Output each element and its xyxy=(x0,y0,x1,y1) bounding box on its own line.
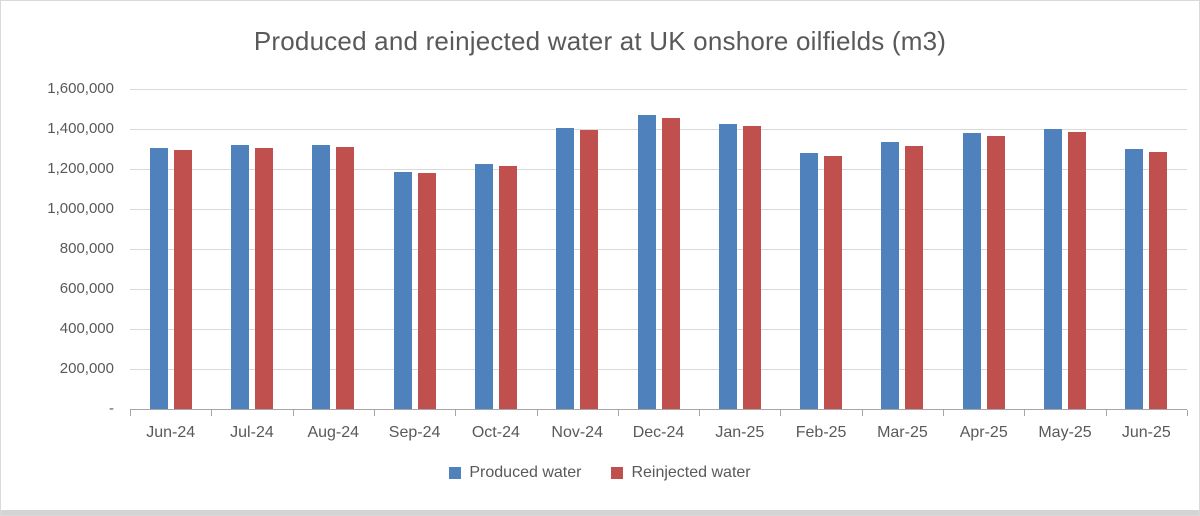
y-axis-tick-label: - xyxy=(109,400,114,417)
x-axis-category-label: Jul-24 xyxy=(230,424,274,441)
y-axis-tick-label: 1,400,000 xyxy=(47,120,114,137)
x-axis-tick xyxy=(1024,410,1026,416)
gridline xyxy=(130,249,1187,250)
y-axis-tick-label: 600,000 xyxy=(59,280,114,297)
x-axis-category-label: Nov-24 xyxy=(551,424,603,441)
bar-produced-water xyxy=(637,115,656,409)
legend-swatch xyxy=(611,467,624,479)
x-axis-tick xyxy=(211,410,213,416)
x-axis-labels: Jun-24 Jul-24 Aug-24 Sep-24 Oct-24 Nov-24 Dec-… xyxy=(130,423,1187,445)
x-axis-tick xyxy=(943,410,945,416)
legend-item: Produced water xyxy=(449,464,581,482)
x-axis-tick xyxy=(292,410,294,416)
legend-label: Produced water xyxy=(469,464,582,481)
y-axis-tick-label: 200,000 xyxy=(59,360,114,377)
bar-reinjected-water xyxy=(580,130,599,409)
x-axis-tick xyxy=(1105,410,1107,416)
x-axis-category-label: Jun-25 xyxy=(1121,424,1171,441)
chart-title: Produced and reinjected water at UK onsh… xyxy=(253,26,947,56)
bottom-border-strip xyxy=(1,510,1199,515)
plot-area xyxy=(130,89,1188,416)
gridline xyxy=(130,369,1187,370)
bar-produced-water xyxy=(1125,149,1144,409)
gridline xyxy=(130,329,1187,330)
y-axis-tick-label: 400,000 xyxy=(59,320,114,337)
bar-produced-water xyxy=(1044,129,1063,409)
bar-reinjected-water xyxy=(254,148,273,409)
x-axis-category-label: Aug-24 xyxy=(307,424,360,441)
y-axis-tick-label: 1,200,000 xyxy=(47,160,114,177)
bar-reinjected-water xyxy=(661,118,680,409)
legend-swatch xyxy=(449,467,462,479)
y-axis-tick-label: 800,000 xyxy=(59,240,114,257)
x-axis-category-label: Jan-25 xyxy=(715,424,765,441)
x-axis-category-label: Sep-24 xyxy=(388,424,441,441)
bar-reinjected-water xyxy=(1149,152,1168,409)
x-axis-tick xyxy=(130,410,131,416)
bar-reinjected-water xyxy=(417,173,436,409)
bar-reinjected-water xyxy=(986,136,1005,409)
bar-produced-water xyxy=(556,128,575,409)
bar-produced-water xyxy=(230,145,249,409)
x-axis-tick xyxy=(699,410,701,416)
bar-reinjected-water xyxy=(498,166,517,409)
legend-label: Reinjected water xyxy=(631,464,751,481)
bar-produced-water xyxy=(393,172,412,409)
y-axis-tick-label: 1,600,000 xyxy=(47,80,114,97)
bar-reinjected-water xyxy=(742,126,761,409)
bar-produced-water xyxy=(149,148,168,409)
gridline xyxy=(130,169,1187,170)
x-axis-category-label: Apr-25 xyxy=(959,424,1008,441)
bar-reinjected-water xyxy=(1068,132,1087,409)
bar-produced-water xyxy=(800,153,819,409)
x-axis-category-label: Mar-25 xyxy=(877,424,928,441)
bar-reinjected-water xyxy=(824,156,843,409)
bar-produced-water xyxy=(881,142,900,409)
y-axis-labels: 1,600,000 1,400,000 1,200,000 1,000,000 800,… xyxy=(1,80,114,417)
x-axis-tick xyxy=(536,410,538,416)
bar-produced-water xyxy=(312,145,331,409)
x-axis-category-label: Oct-24 xyxy=(471,424,520,441)
x-axis-category-label: Feb-25 xyxy=(795,424,847,441)
gridline xyxy=(130,209,1187,210)
y-axis-tick-label: 1,000,000 xyxy=(47,200,114,217)
bar-produced-water xyxy=(474,164,493,409)
x-axis-category-label: Jun-24 xyxy=(146,424,196,441)
bar-reinjected-water xyxy=(173,150,192,409)
bar-produced-water xyxy=(718,124,737,409)
legend: Produced water Reinjected water xyxy=(1,461,1199,485)
gridline xyxy=(130,89,1187,90)
legend-item: Reinjected water xyxy=(611,464,751,482)
x-axis-tick xyxy=(1187,410,1188,416)
x-axis-tick xyxy=(861,410,863,416)
x-axis-tick xyxy=(455,410,457,416)
x-axis-tick xyxy=(617,410,619,416)
gridline xyxy=(130,129,1187,130)
x-axis-tick xyxy=(373,410,375,416)
x-axis-category-label: Dec-24 xyxy=(632,424,685,441)
bar-reinjected-water xyxy=(905,146,924,409)
bar-produced-water xyxy=(962,133,981,409)
x-axis-tick xyxy=(780,410,782,416)
bar-reinjected-water xyxy=(336,147,355,409)
x-axis-category-label: May-25 xyxy=(1038,424,1092,441)
gridline xyxy=(130,289,1187,290)
